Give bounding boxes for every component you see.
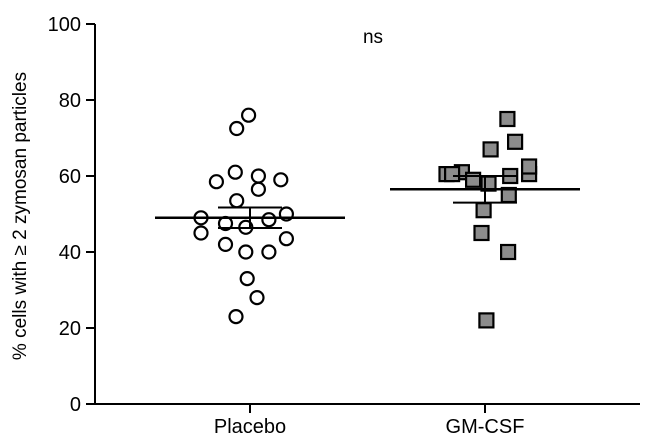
data-point	[507, 133, 524, 150]
data-point	[239, 271, 255, 287]
data-point	[273, 172, 289, 188]
data-point	[520, 158, 538, 175]
y-tick-label: 0	[70, 394, 81, 416]
series-gm-csf	[390, 110, 580, 329]
data-point	[217, 236, 234, 252]
y-tick-label: 80	[59, 90, 81, 112]
data-point	[473, 224, 490, 242]
data-point	[444, 166, 461, 183]
significance-annotation: ns	[363, 27, 383, 48]
data-point	[250, 168, 266, 184]
data-point	[229, 193, 245, 209]
data-point	[241, 107, 257, 123]
data-point	[500, 243, 517, 261]
data-point	[465, 171, 482, 188]
data-point	[238, 244, 254, 260]
axes: 0 20 40 60 80 100 Placebo GM-CSF	[48, 14, 640, 438]
marks	[155, 107, 580, 329]
data-point	[478, 312, 495, 329]
x-tick-label: GM-CSF	[446, 416, 525, 438]
data-point	[250, 181, 266, 197]
y-tick-label: 20	[59, 318, 81, 340]
y-axis-title: % cells with ≥ 2 zymosan particles	[10, 72, 31, 360]
y-tick-label: 60	[59, 166, 81, 188]
data-point	[482, 141, 499, 158]
data-point	[499, 110, 516, 128]
x-tick-label: Placebo	[214, 416, 286, 438]
data-point	[249, 290, 265, 306]
y-tick-label: 100	[48, 14, 81, 36]
data-point	[278, 231, 294, 247]
data-point	[475, 202, 492, 219]
data-point	[193, 225, 209, 241]
data-point	[227, 164, 243, 180]
data-point	[261, 244, 277, 260]
data-point	[229, 120, 245, 137]
data-point	[228, 309, 244, 325]
data-point	[208, 174, 224, 190]
y-tick-label: 40	[59, 242, 81, 264]
series-placebo	[155, 107, 345, 325]
data-point	[261, 212, 277, 228]
